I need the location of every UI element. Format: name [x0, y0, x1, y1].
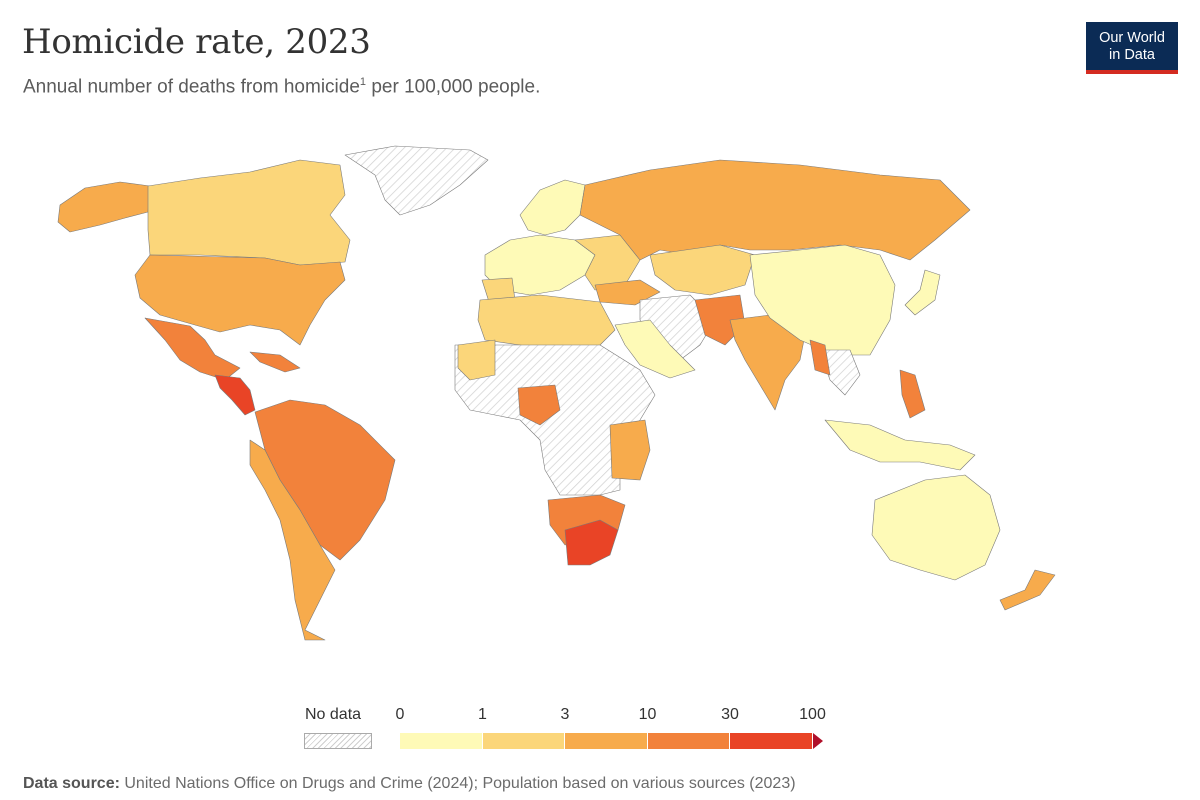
region-indonesia [824, 419, 976, 471]
region-south-america-west [249, 439, 336, 641]
legend-no-data-label: No data [305, 706, 362, 723]
region-africa-nodata [454, 344, 656, 496]
legend-bin-30[interactable] [730, 733, 813, 749]
region-myanmar [809, 339, 831, 376]
region-scandinavia [519, 179, 586, 236]
legend-overflow-arrow [812, 733, 823, 749]
footnote-marker: 1 [359, 76, 367, 88]
region-philippines [899, 369, 926, 419]
region-central-america [214, 374, 256, 416]
region-japan [904, 269, 941, 316]
chart-subtitle: Annual number of deaths from homicide1 p… [23, 76, 540, 98]
region-north-africa [477, 294, 616, 351]
region-nigeria [517, 384, 561, 426]
region-turkey [594, 279, 661, 306]
legend-bin-10[interactable] [647, 733, 730, 749]
region-russia [579, 159, 971, 261]
owid-logo[interactable]: Our World in Data [1086, 22, 1178, 74]
region-central-asia [649, 244, 756, 296]
legend-bin-0[interactable] [400, 733, 483, 749]
legend-no-data-swatch[interactable] [304, 733, 372, 749]
legend-tick-10: 10 [638, 706, 657, 723]
legend-bin-3[interactable] [565, 733, 648, 749]
data-source: Data source: United Nations Office on Dr… [23, 775, 796, 793]
region-china [749, 244, 896, 356]
chart-title: Homicide rate, 2023 [22, 22, 371, 62]
logo-line-2: in Data [1109, 47, 1155, 63]
world-map[interactable] [0, 140, 1200, 660]
region-mexico [144, 317, 241, 381]
legend-tick-1: 1 [478, 706, 487, 723]
legend-tick-100: 100 [799, 706, 826, 723]
region-southeast-asia [819, 349, 861, 396]
region-alaska [57, 181, 151, 233]
logo-line-1: Our World [1099, 30, 1165, 46]
region-south-africa [564, 519, 619, 566]
color-legend: No data 0 1 3 10 30 100 [300, 706, 910, 756]
region-usa [134, 254, 346, 346]
subtitle-tail: per 100,000 people. [366, 76, 541, 98]
source-text: United Nations Office on Drugs and Crime… [119, 775, 796, 792]
region-west-africa [457, 339, 496, 381]
region-east-africa [609, 419, 651, 481]
region-greenland [344, 145, 489, 216]
legend-tick-0: 0 [395, 706, 405, 723]
source-label: Data source: [23, 775, 120, 792]
legend-tick-30: 30 [721, 706, 739, 723]
region-arabia [614, 319, 696, 379]
region-new-zealand [999, 569, 1056, 611]
legend-bin-1[interactable] [482, 733, 565, 749]
legend-tick-3: 3 [560, 706, 570, 723]
region-caribbean [249, 351, 301, 373]
subtitle-main: Annual number of deaths from homicide [23, 76, 360, 98]
region-australia [871, 474, 1001, 581]
region-canada [147, 159, 351, 266]
